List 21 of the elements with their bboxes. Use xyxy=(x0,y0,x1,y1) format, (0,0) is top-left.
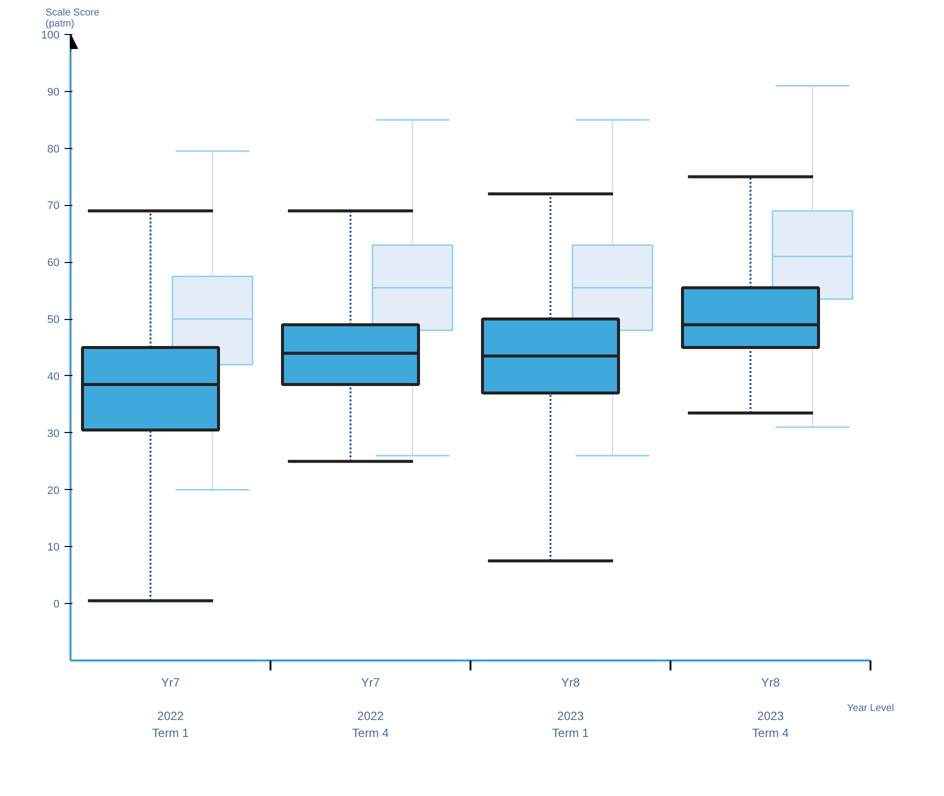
y-axis-title: Scale Score (patm) xyxy=(46,8,100,30)
x-tick-label: Yr8 xyxy=(561,676,580,690)
y-tick-label: 100 xyxy=(41,30,60,42)
text: 2022 Term 4 xyxy=(352,709,390,740)
y-tick-label: 50 xyxy=(47,314,60,326)
y-tick-label: 10 xyxy=(47,542,60,554)
x-axis-title: Year Level xyxy=(847,702,894,714)
y-tick-label: 80 xyxy=(47,143,60,156)
y-tick-label: 20 xyxy=(47,484,60,497)
x-tick-label: Yr7 xyxy=(361,676,380,690)
text: 2023 Term 4 xyxy=(752,709,790,740)
text: 2023 Term 1 xyxy=(552,709,590,740)
y-tick-label: 0 xyxy=(53,598,60,611)
y-tick-label: 70 xyxy=(47,200,60,212)
y-tick-label: 40 xyxy=(47,370,60,383)
y-tick-label: 90 xyxy=(47,86,60,98)
x-tick-label: Yr7 xyxy=(161,676,180,690)
y-tick-label: 60 xyxy=(47,257,60,270)
y-tick-label: 30 xyxy=(47,428,60,440)
x-tick-label: Yr8 xyxy=(761,676,780,690)
text: 2022 Term 1 xyxy=(152,709,190,740)
